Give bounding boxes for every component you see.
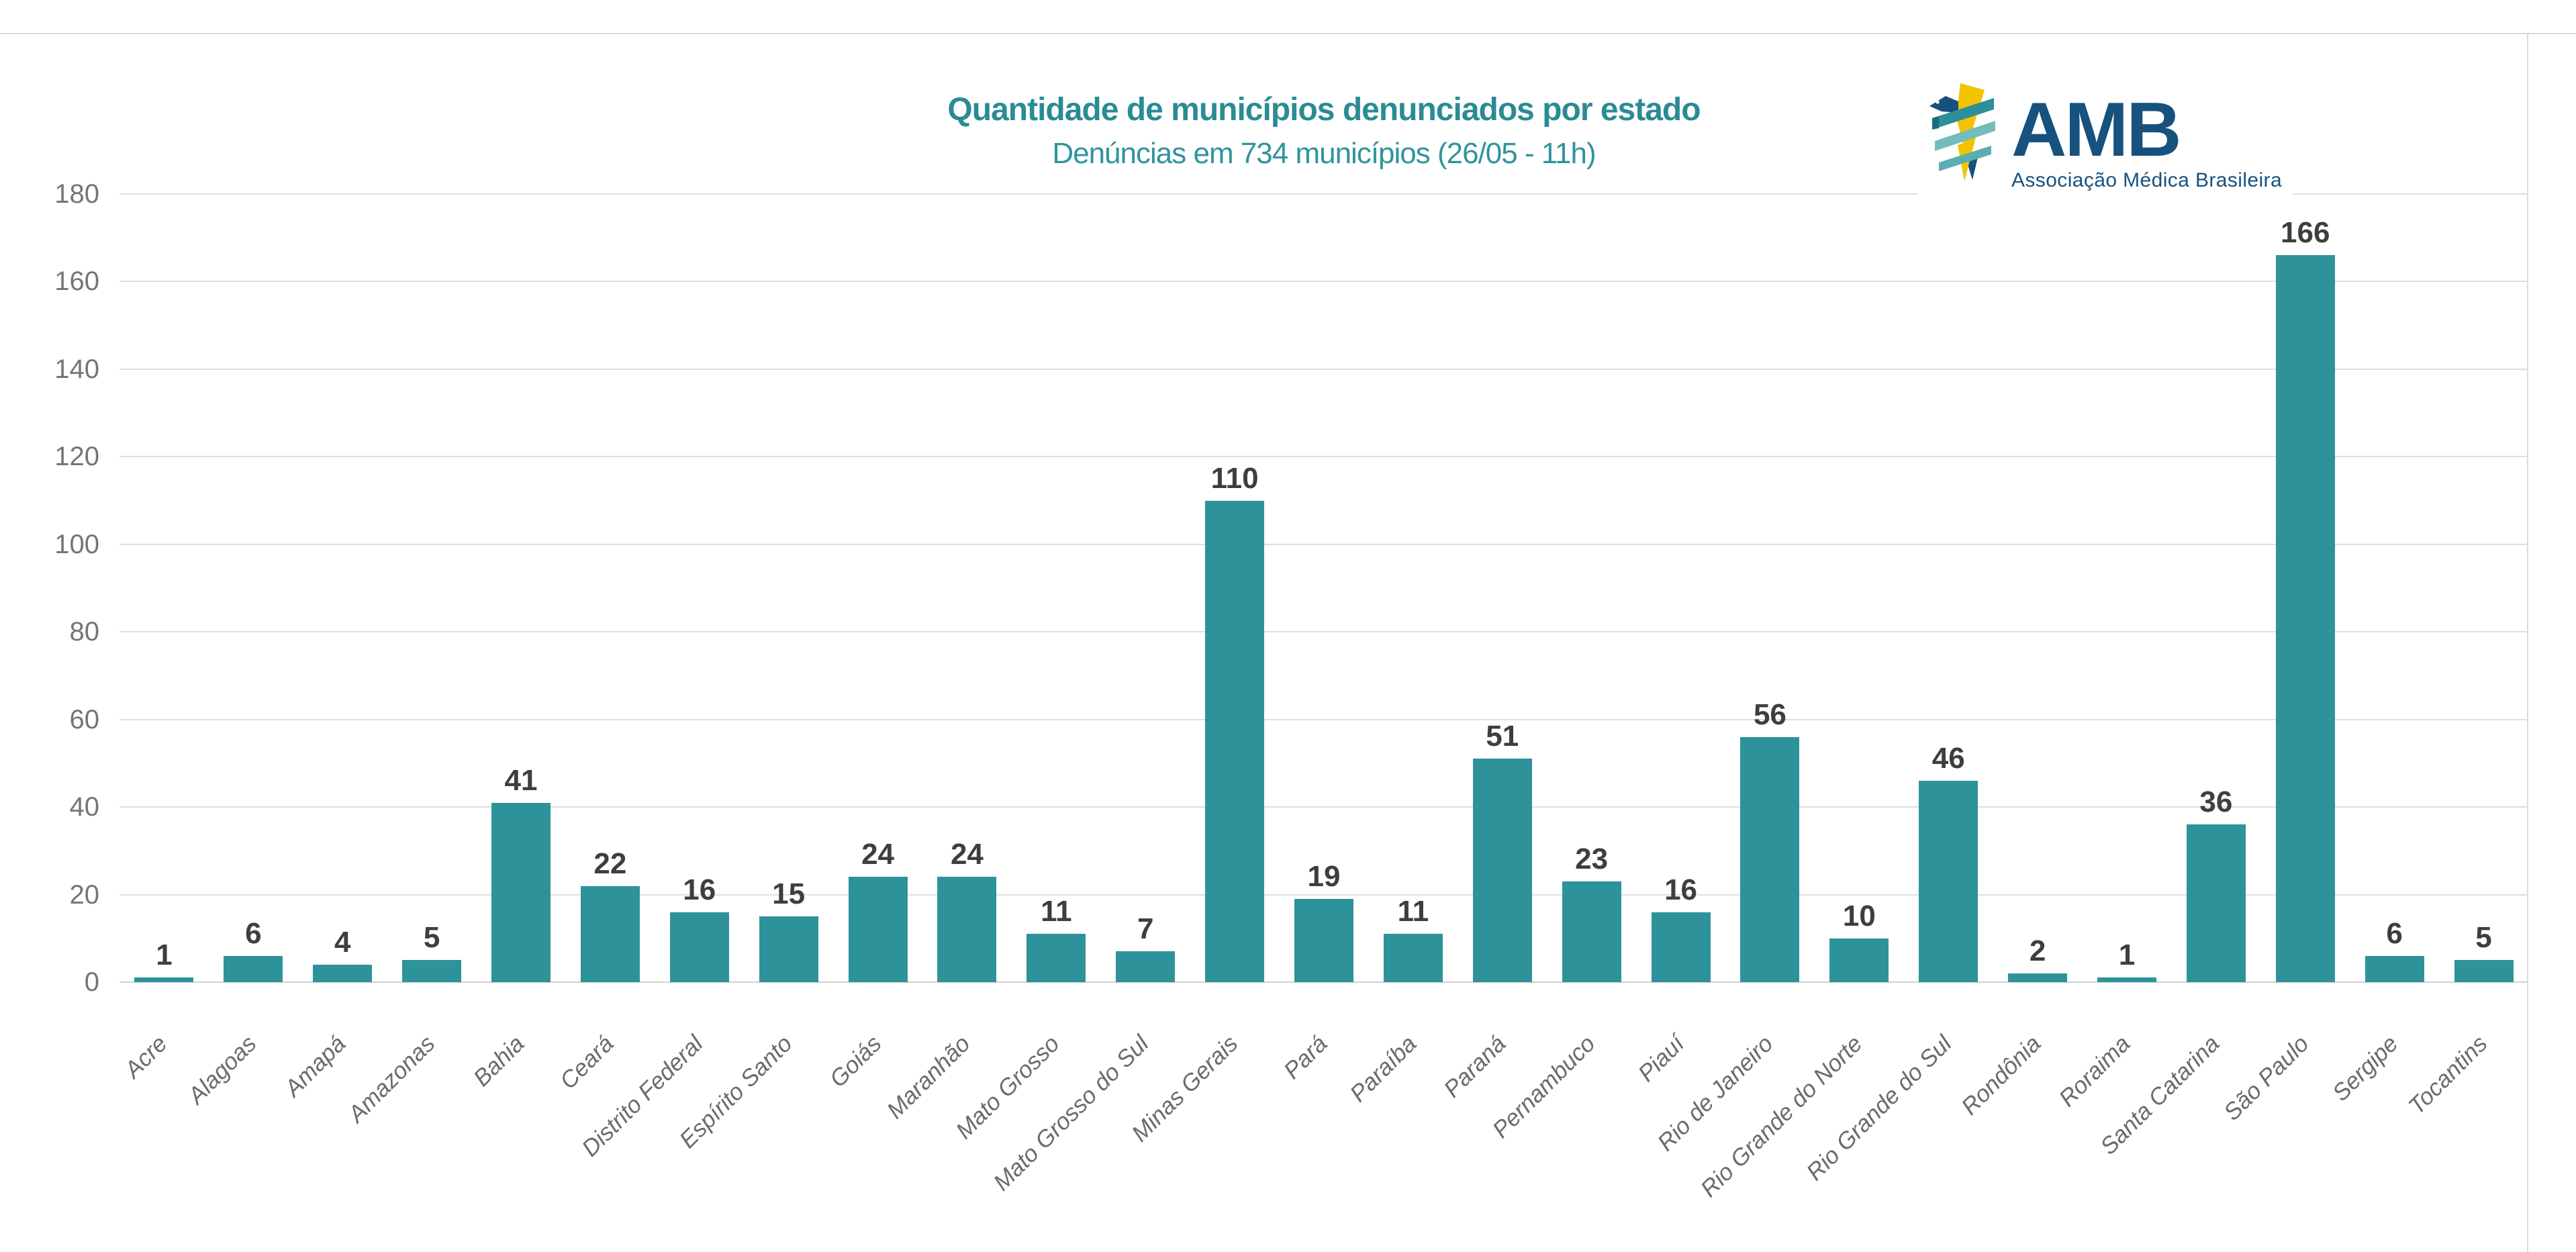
amb-logo-text: AMB Associação Médica Brasileira <box>2011 79 2282 192</box>
bar-value-label: 24 <box>950 838 984 871</box>
y-axis-tick-label: 20 <box>69 879 100 910</box>
bar <box>2186 824 2246 982</box>
bar <box>1116 951 1176 982</box>
bar-value-label: 5 <box>2475 921 2492 955</box>
bar-value-label: 6 <box>245 916 262 950</box>
bar-value-label: 15 <box>772 877 806 911</box>
bar-value-label: 24 <box>861 838 895 871</box>
bar <box>491 802 551 982</box>
bar <box>402 960 462 982</box>
bar <box>1651 912 1711 982</box>
bar-value-label: 166 <box>2281 216 2330 250</box>
y-axis-tick-label: 60 <box>69 704 100 734</box>
amb-logo-subtitle: Associação Médica Brasileira <box>2011 169 2283 192</box>
bar-value-label: 2 <box>2029 934 2046 967</box>
bar <box>2097 977 2156 982</box>
right-border-line <box>2527 33 2528 1252</box>
bar-value-label: 36 <box>2199 785 2233 819</box>
bar-value-label: 46 <box>1931 741 1965 775</box>
amb-logo: AMB Associação Médica Brasileira <box>1917 74 2293 198</box>
bar <box>2365 955 2424 982</box>
bar <box>2008 973 2068 982</box>
bar-value-label: 19 <box>1307 860 1341 894</box>
y-axis-tick-label: 0 <box>84 967 99 997</box>
gridline <box>120 193 2528 195</box>
y-axis-tick-label: 180 <box>54 179 99 209</box>
x-axis-line <box>120 981 2528 983</box>
top-border-line <box>0 33 2576 34</box>
bar-value-label: 110 <box>1210 461 1259 495</box>
y-axis-tick-label: 160 <box>54 267 99 297</box>
bar <box>313 964 373 982</box>
y-axis-tick-label: 40 <box>69 792 100 822</box>
bar-value-label: 5 <box>423 921 440 955</box>
bar-value-label: 7 <box>1137 912 1154 946</box>
bar-value-label: 23 <box>1575 842 1609 875</box>
bar-value-label: 16 <box>683 873 716 906</box>
bar-value-label: 16 <box>1664 873 1698 906</box>
gridline <box>120 368 2528 370</box>
chart-subtitle: Denúncias em 734 municípios (26/05 - 11h… <box>1052 137 1596 170</box>
bar-value-label: 51 <box>1486 720 1519 753</box>
amb-logo-icon <box>1929 83 1995 181</box>
bar <box>937 877 997 982</box>
bar <box>1919 780 1978 982</box>
bar-value-label: 1 <box>2118 938 2136 972</box>
bar <box>1027 934 1086 982</box>
gridline <box>120 894 2528 896</box>
bar <box>580 885 640 982</box>
bar <box>2275 255 2335 982</box>
bar-value-label: 22 <box>593 847 627 880</box>
bar <box>1294 899 1353 982</box>
bar <box>1740 736 1800 982</box>
gridline <box>120 543 2528 545</box>
chart-title: Quantidade de municípios denunciados por… <box>947 92 1701 128</box>
bar <box>1205 500 1265 982</box>
gridline <box>120 281 2528 283</box>
bar-value-label: 1 <box>156 938 173 972</box>
y-axis-tick-label: 80 <box>69 617 100 647</box>
bar <box>759 916 818 982</box>
gridline <box>120 718 2528 720</box>
bar-value-label: 11 <box>1041 895 1072 928</box>
bar-value-label: 41 <box>504 763 538 797</box>
gridline <box>120 806 2528 808</box>
y-axis-tick-label: 120 <box>54 442 99 472</box>
bar <box>1562 881 1621 982</box>
bar-value-label: 11 <box>1397 895 1429 928</box>
bar <box>848 877 908 982</box>
amb-logo-name: AMB <box>2011 87 2182 173</box>
y-axis-tick-label: 140 <box>54 354 99 384</box>
bar <box>224 955 283 982</box>
bar-value-label: 4 <box>334 925 351 959</box>
gridline <box>120 631 2528 633</box>
bar-value-label: 56 <box>1753 697 1786 731</box>
bar <box>134 977 194 982</box>
gridline <box>120 456 2528 458</box>
bar <box>1472 759 1532 982</box>
bar <box>1829 938 1889 982</box>
bar <box>2454 960 2514 982</box>
y-axis-tick-label: 100 <box>54 529 99 559</box>
bar <box>1383 934 1443 982</box>
bar-value-label: 10 <box>1842 899 1876 932</box>
bar <box>669 912 729 982</box>
bar-value-label: 6 <box>2386 916 2403 950</box>
